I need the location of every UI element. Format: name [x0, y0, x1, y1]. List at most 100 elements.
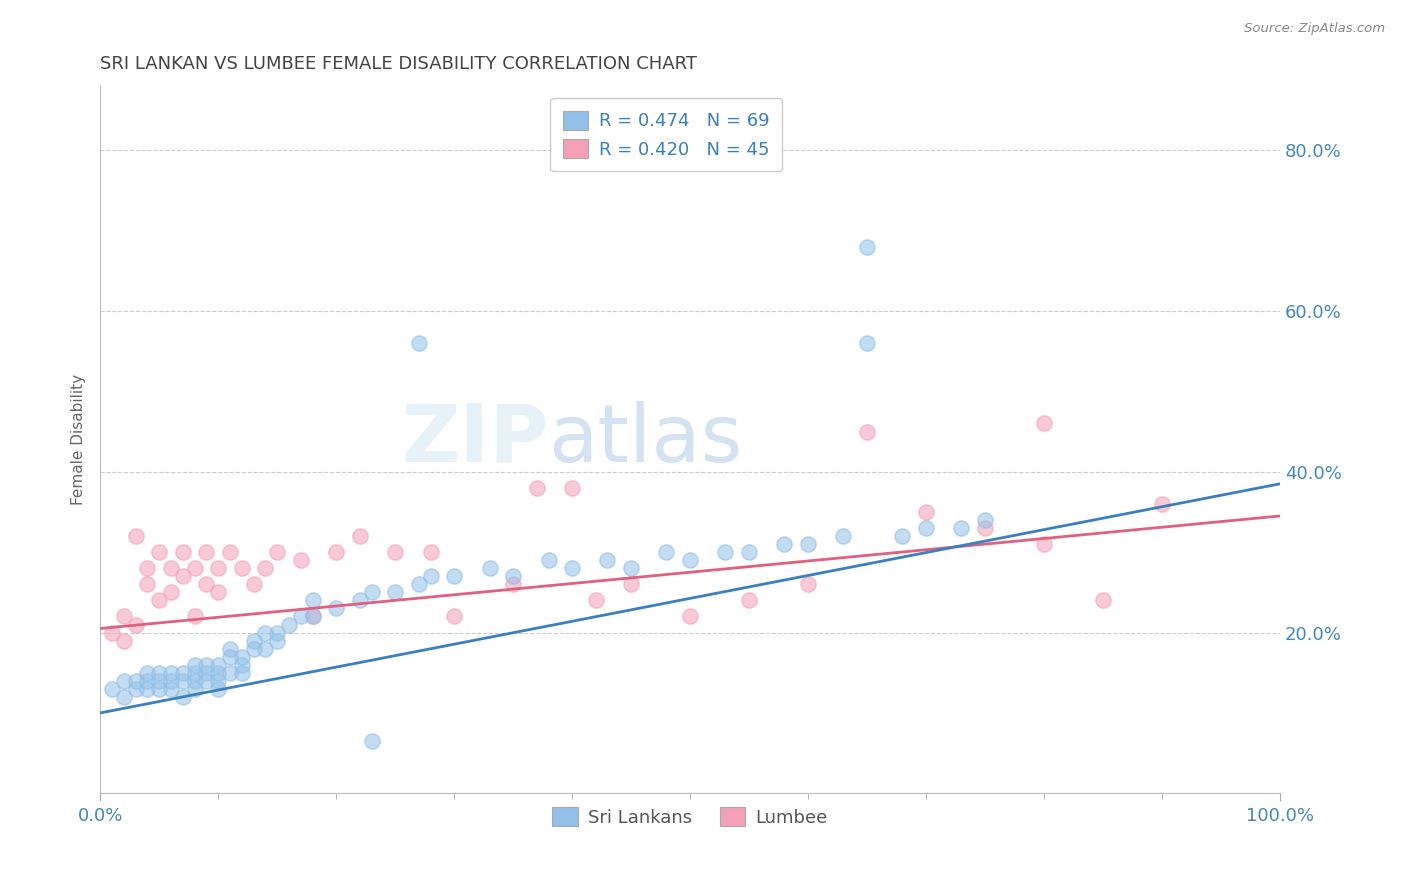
Point: [101, 681, 124, 696]
Text: Source: ZipAtlas.com: Source: ZipAtlas.com: [1244, 22, 1385, 36]
Point: [160, 665, 183, 680]
Point: [502, 569, 524, 583]
Point: [585, 593, 607, 607]
Point: [1152, 497, 1174, 511]
Point: [207, 665, 229, 680]
Point: [325, 601, 347, 615]
Point: [277, 617, 299, 632]
Point: [160, 673, 183, 688]
Point: [148, 681, 170, 696]
Point: [832, 529, 855, 543]
Point: [537, 553, 560, 567]
Point: [160, 585, 183, 599]
Point: [419, 545, 441, 559]
Point: [219, 649, 242, 664]
Y-axis label: Female Disability: Female Disability: [72, 374, 86, 505]
Point: [301, 593, 323, 607]
Point: [561, 561, 583, 575]
Point: [172, 545, 194, 559]
Point: [124, 681, 146, 696]
Point: [1092, 593, 1115, 607]
Point: [183, 561, 205, 575]
Point: [219, 545, 242, 559]
Text: atlas: atlas: [548, 401, 742, 479]
Point: [207, 657, 229, 672]
Point: [408, 336, 430, 351]
Point: [384, 585, 406, 599]
Point: [124, 617, 146, 632]
Point: [183, 681, 205, 696]
Point: [254, 641, 277, 656]
Point: [231, 649, 253, 664]
Point: [136, 561, 159, 575]
Point: [620, 577, 643, 591]
Point: [384, 545, 406, 559]
Point: [856, 239, 879, 253]
Point: [183, 657, 205, 672]
Point: [148, 545, 170, 559]
Point: [950, 521, 973, 535]
Point: [1033, 537, 1056, 551]
Point: [891, 529, 914, 543]
Point: [160, 681, 183, 696]
Point: [172, 665, 194, 680]
Text: ZIP: ZIP: [401, 401, 548, 479]
Point: [136, 673, 159, 688]
Point: [254, 625, 277, 640]
Point: [231, 657, 253, 672]
Point: [974, 521, 997, 535]
Point: [219, 665, 242, 680]
Point: [773, 537, 796, 551]
Point: [172, 690, 194, 704]
Point: [443, 569, 465, 583]
Point: [915, 521, 938, 535]
Point: [124, 529, 146, 543]
Text: SRI LANKAN VS LUMBEE FEMALE DISABILITY CORRELATION CHART: SRI LANKAN VS LUMBEE FEMALE DISABILITY C…: [100, 55, 697, 73]
Point: [136, 577, 159, 591]
Point: [797, 537, 820, 551]
Point: [183, 665, 205, 680]
Point: [160, 561, 183, 575]
Point: [183, 609, 205, 624]
Point: [207, 585, 229, 599]
Point: [290, 553, 312, 567]
Point: [915, 505, 938, 519]
Point: [856, 425, 879, 439]
Point: [195, 673, 218, 688]
Point: [679, 553, 702, 567]
Point: [797, 577, 820, 591]
Point: [655, 545, 678, 559]
Point: [408, 577, 430, 591]
Point: [596, 553, 619, 567]
Point: [301, 609, 323, 624]
Point: [148, 665, 170, 680]
Point: [526, 481, 548, 495]
Point: [242, 641, 264, 656]
Point: [738, 545, 761, 559]
Point: [349, 529, 371, 543]
Point: [207, 561, 229, 575]
Point: [301, 609, 323, 624]
Point: [148, 593, 170, 607]
Point: [1033, 417, 1056, 431]
Point: [219, 641, 242, 656]
Point: [325, 545, 347, 559]
Point: [207, 681, 229, 696]
Point: [266, 625, 288, 640]
Point: [561, 481, 583, 495]
Point: [974, 513, 997, 527]
Point: [112, 609, 135, 624]
Point: [290, 609, 312, 624]
Point: [502, 577, 524, 591]
Point: [349, 593, 371, 607]
Point: [112, 673, 135, 688]
Point: [112, 690, 135, 704]
Point: [136, 681, 159, 696]
Point: [738, 593, 761, 607]
Point: [124, 673, 146, 688]
Point: [136, 665, 159, 680]
Point: [620, 561, 643, 575]
Point: [266, 545, 288, 559]
Point: [419, 569, 441, 583]
Point: [172, 673, 194, 688]
